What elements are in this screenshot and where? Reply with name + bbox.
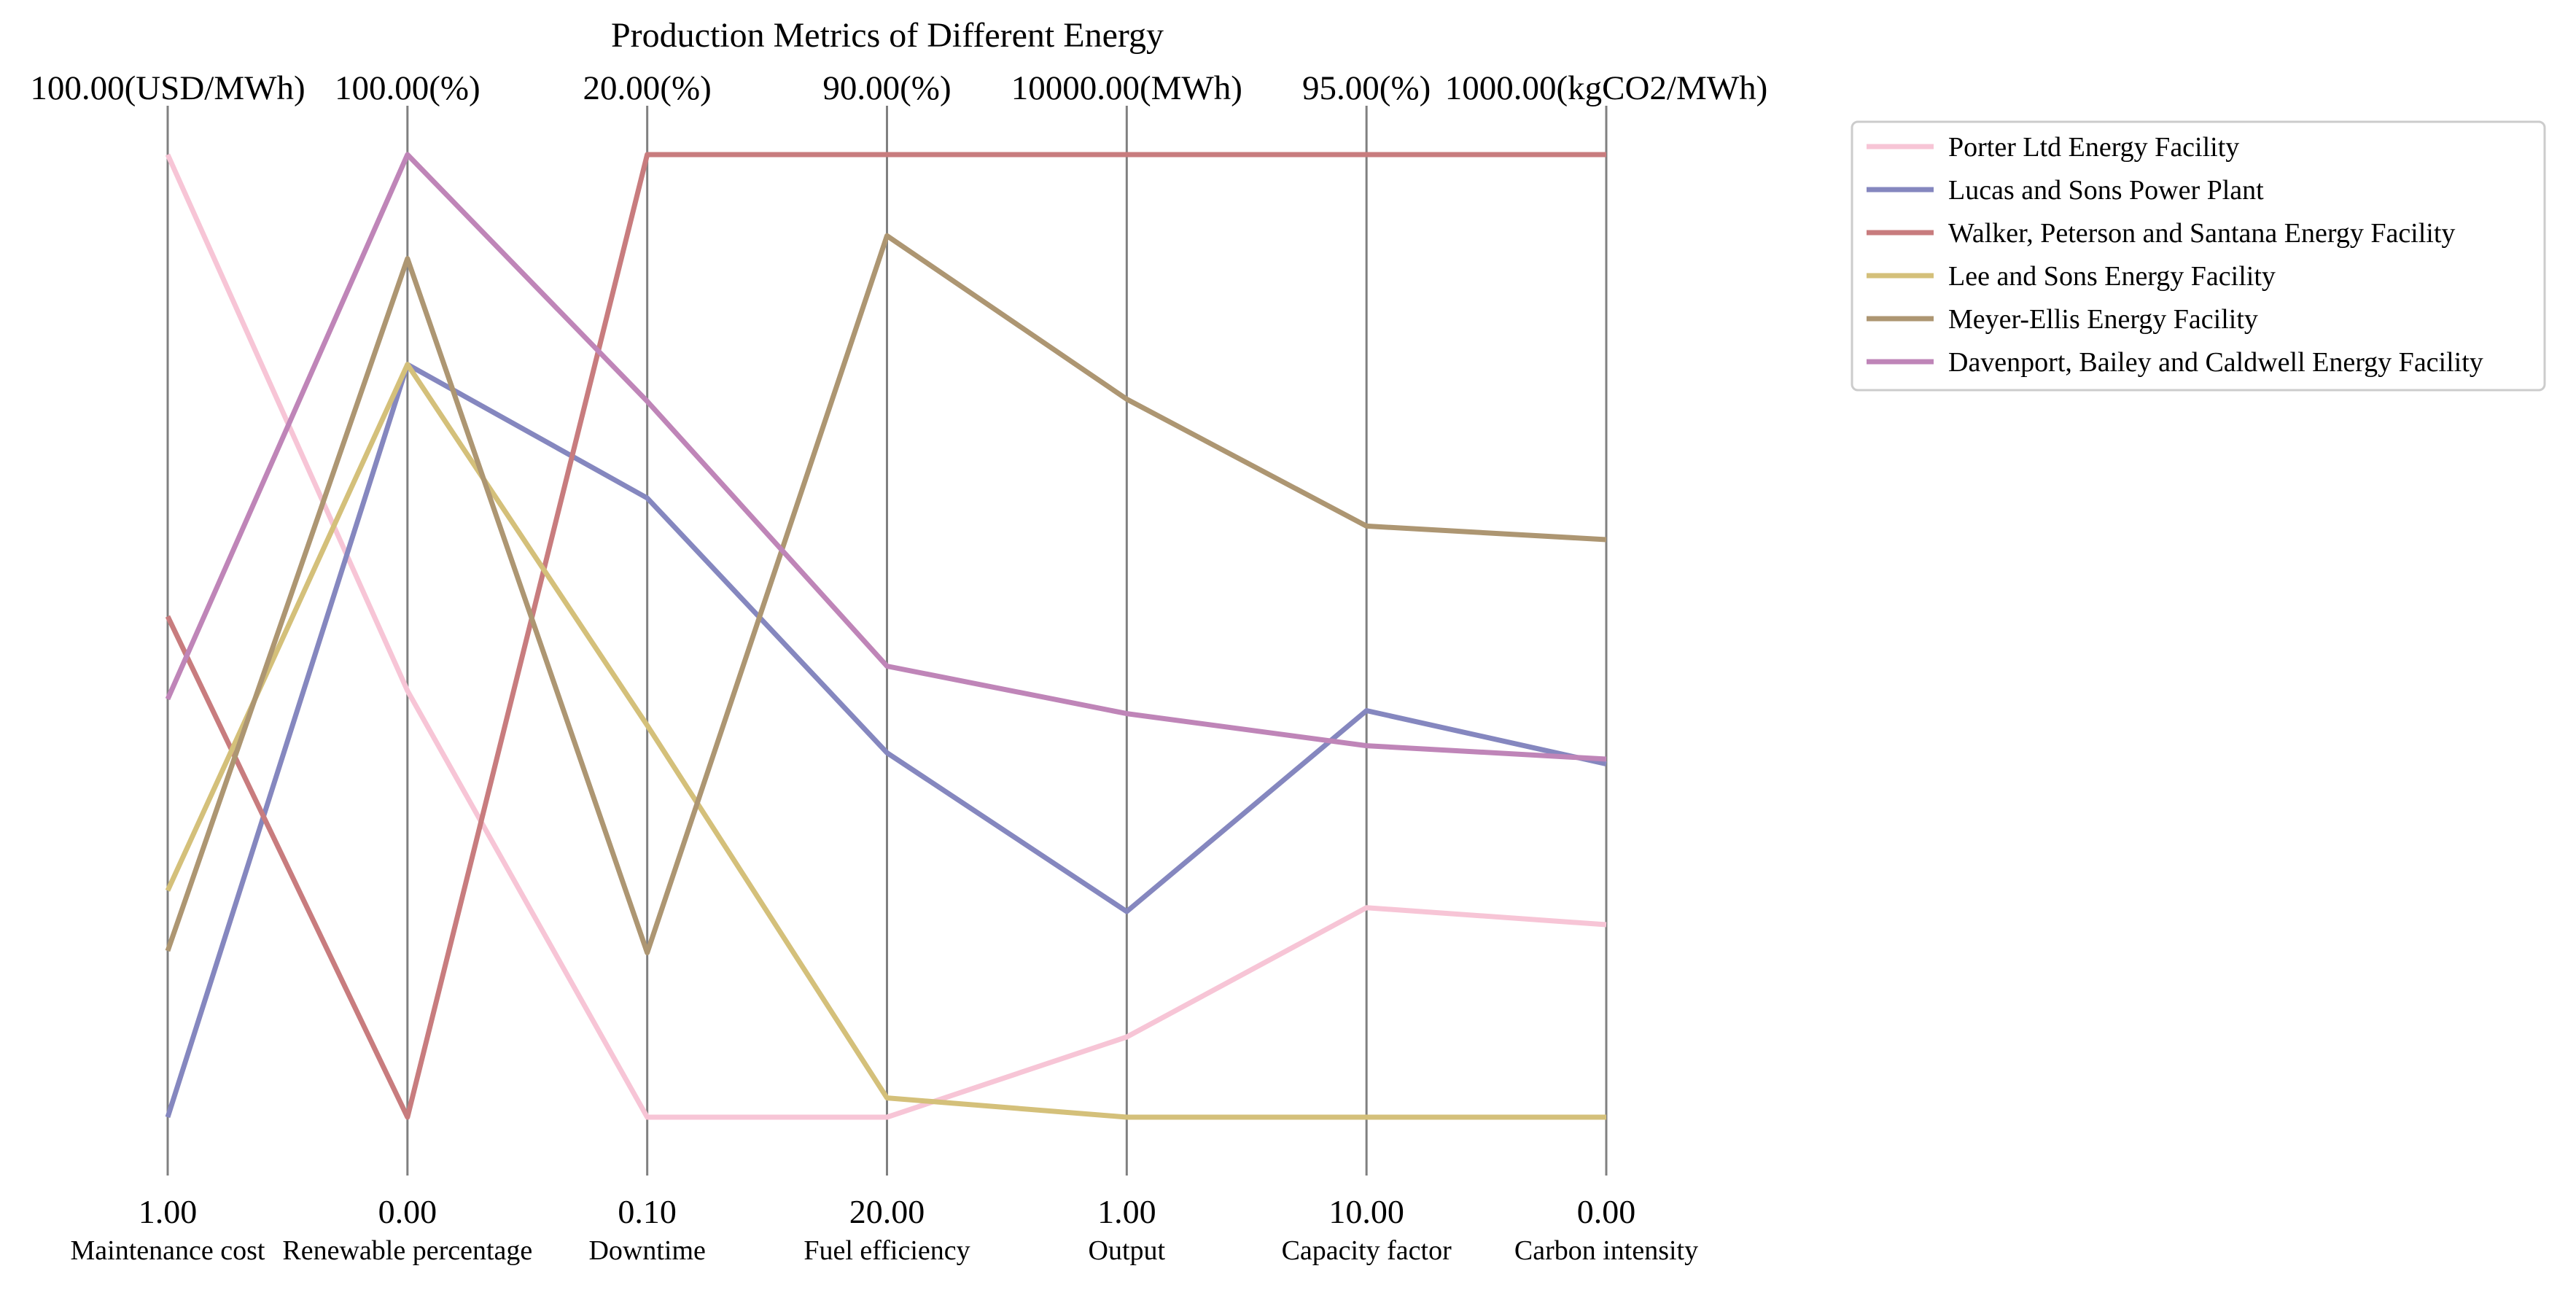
axis-name-maintenance-cost: Maintenance cost — [71, 1235, 265, 1266]
series-line-meyer-ellis-energy-facility — [165, 233, 1607, 955]
legend-label-lee-and-sons-energy-facility: Lee and Sons Energy Facility — [1948, 261, 2276, 292]
legend: Porter Ltd Energy Facility Lucas and Sons… — [1851, 120, 2546, 392]
axis-name-downtime: Downtime — [588, 1235, 705, 1266]
axis-min-label-maintenance-cost: 1.00 — [139, 1193, 198, 1230]
axis-max-label-capacity-factor: 95.00(%) — [1302, 69, 1431, 107]
axis-max-label-downtime: 20.00(%) — [583, 69, 712, 107]
legend-label-davenport-bailey-and-caldwell-energy-facility: Davenport, Bailey and Caldwell Energy Fa… — [1948, 347, 2483, 378]
axis-name-renewable-percentage: Renewable percentage — [282, 1235, 532, 1266]
axis-min-label-renewable-percentage: 0.00 — [378, 1193, 437, 1230]
axis-max-label-maintenance-cost: 100.00(USD/MWh) — [30, 69, 305, 107]
axis-name-carbon-intensity: Carbon intensity — [1514, 1235, 1698, 1266]
axis-name-fuel-efficiency: Fuel efficiency — [803, 1235, 970, 1266]
legend-frame — [1851, 120, 2546, 392]
axis-name-capacity-factor: Capacity factor — [1282, 1235, 1452, 1266]
series-line-davenport-bailey-and-caldwell-energy-facility — [165, 152, 1607, 762]
axes-layer: 100.00(USD/MWh) 1.00 Maintenance cost 100.0… — [30, 69, 1767, 1266]
legend-label-lucas-and-sons-power-plant: Lucas and Sons Power Plant — [1948, 175, 2264, 206]
axis-min-label-carbon-intensity: 0.00 — [1577, 1193, 1636, 1230]
axis-max-label-renewable-percentage: 100.00(%) — [335, 69, 480, 107]
chart-title: Production Metrics of Different Energy — [611, 16, 1164, 55]
axis-max-label-fuel-efficiency: 90.00(%) — [822, 69, 951, 107]
legend-label-meyer-ellis-energy-facility: Meyer-Ellis Energy Facility — [1948, 304, 2258, 335]
axis-min-label-output: 1.00 — [1097, 1193, 1156, 1230]
axis-name-output: Output — [1089, 1235, 1166, 1266]
axis-max-label-output: 10000.00(MWh) — [1011, 69, 1242, 107]
axis-min-label-capacity-factor: 10.00 — [1328, 1193, 1404, 1230]
series-line-lee-and-sons-energy-facility — [165, 362, 1606, 1120]
axis-min-label-downtime: 0.10 — [618, 1193, 677, 1230]
series-line-porter-ltd-energy-facility — [165, 153, 1607, 1120]
series-lines-layer — [165, 152, 1607, 1120]
axis-min-label-fuel-efficiency: 20.00 — [849, 1193, 925, 1230]
series-line-walker-peterson-and-santana-energy-facility — [165, 152, 1606, 1120]
legend-label-walker-peterson-and-santana-energy-facility: Walker, Peterson and Santana Energy Faci… — [1948, 218, 2455, 249]
axis-max-label-carbon-intensity: 1000.00(kgCO2/MWh) — [1445, 69, 1768, 107]
legend-label-porter-ltd-energy-facility: Porter Ltd Energy Facility — [1948, 132, 2239, 163]
